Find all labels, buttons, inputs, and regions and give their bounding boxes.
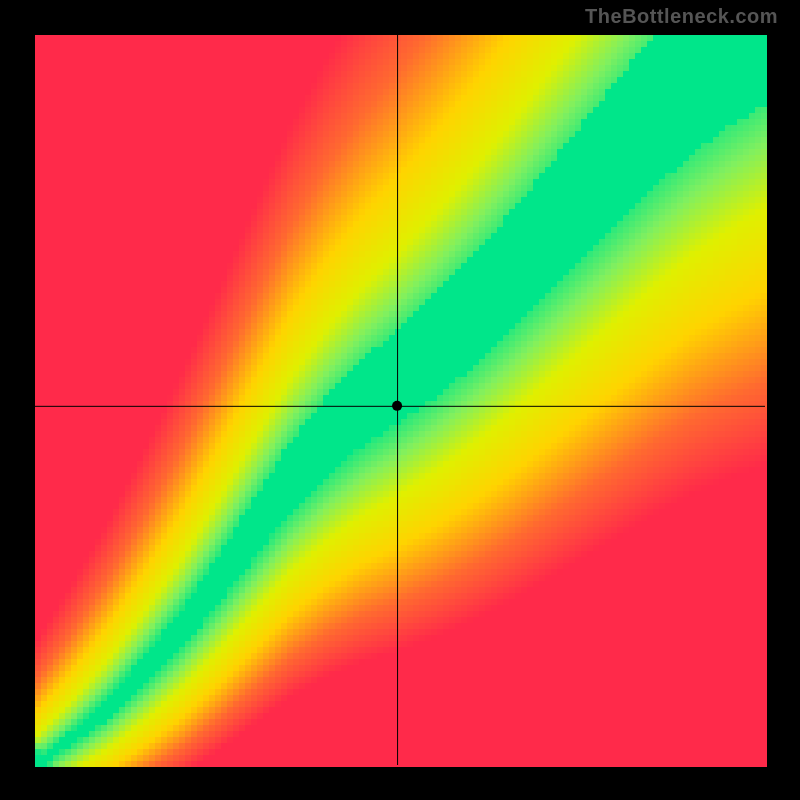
chart-container: TheBottleneck.com	[0, 0, 800, 800]
watermark-label: TheBottleneck.com	[585, 6, 778, 29]
bottleneck-heatmap-canvas	[0, 0, 800, 800]
